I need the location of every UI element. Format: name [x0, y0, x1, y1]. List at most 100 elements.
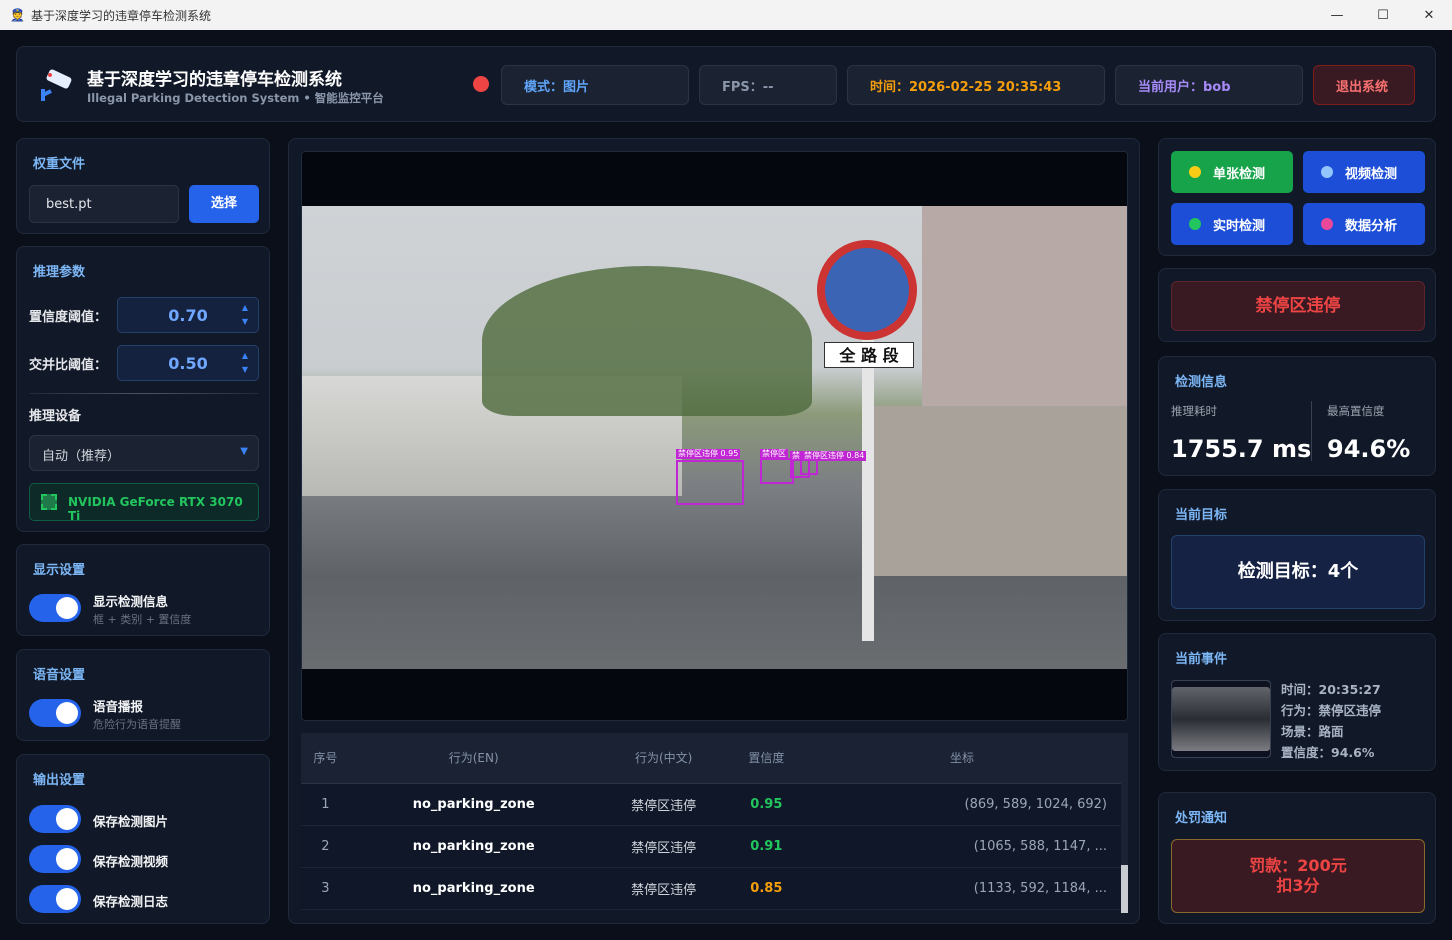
save-image-toggle[interactable]: [29, 805, 81, 833]
detection-info-panel: 检测信息 推理耗时 1755.7 ms 最高置信度 94.6%: [1158, 356, 1436, 476]
select-weights-button[interactable]: 选择: [189, 185, 259, 223]
detection-label: 禁: [790, 451, 802, 461]
detection-label: 禁停区违停 0.95: [676, 449, 741, 459]
gpu-name: NVIDIA GeForce RTX 3070 Ti: [68, 495, 243, 523]
button-label: 视频检测: [1345, 166, 1398, 182]
save-log-label: 保存检测日志: [93, 894, 169, 909]
penalty-notice: 罚款：200元 扣3分: [1171, 839, 1425, 913]
image-viewer: 全 路 段 禁停区违停 0.95 禁停区 禁 禁停区违停 0.84: [301, 151, 1128, 721]
show-detection-toggle[interactable]: [29, 594, 81, 622]
header-panel: 基于深度学习的违章停车检测系统 Illegal Parking Detectio…: [16, 46, 1436, 122]
detection-image: 全 路 段 禁停区违停 0.95 禁停区 禁 禁停区违停 0.84: [302, 206, 1127, 669]
conf-threshold-label: 置信度阈值：: [29, 310, 108, 325]
row-behavior-cn: 禁停区违停: [597, 783, 730, 826]
no-parking-sign: [817, 240, 917, 340]
voice-label: 语音播报: [93, 699, 144, 714]
button-label: 单张检测: [1213, 166, 1266, 182]
single-image-detect-button[interactable]: 单张检测: [1171, 151, 1293, 193]
save-image-label: 保存检测图片: [93, 814, 169, 829]
col-header-confidence[interactable]: 置信度: [729, 733, 803, 784]
maximize-button[interactable]: ☐: [1377, 7, 1389, 23]
col-header-coords[interactable]: 坐标: [802, 733, 1121, 784]
divider: [1311, 401, 1312, 461]
conf-threshold-value: 0.70: [168, 305, 208, 325]
row-confidence: 0.91: [729, 825, 803, 868]
wall-right: [862, 406, 1127, 576]
penalty-fine: 罚款：200元: [1249, 856, 1347, 875]
button-label: 实时检测: [1213, 218, 1266, 234]
col-header-index[interactable]: 序号: [301, 733, 350, 784]
inference-params-panel: 推理参数 置信度阈值： 0.70 ▲ ▼ 交并比阈值： 0.50 ▲ ▼ 推理设备 自动…: [16, 246, 270, 532]
violation-panel: 禁停区违停: [1158, 268, 1436, 342]
data-analysis-button[interactable]: 数据分析: [1303, 203, 1425, 245]
row-behavior-en: no_parking_zone: [349, 783, 598, 826]
row-behavior-en: no_parking_zone: [349, 825, 598, 868]
detection-label: 禁停区: [760, 449, 788, 459]
app-title: 基于深度学习的违章停车检测系统: [87, 70, 342, 90]
iou-threshold-spinbox[interactable]: 0.50 ▲ ▼: [117, 345, 259, 381]
current-target-panel: 当前目标 检测目标：4个: [1158, 489, 1436, 621]
row-index: 1: [301, 783, 350, 826]
table-scrollbar[interactable]: [1121, 733, 1128, 913]
app-subtitle: Illegal Parking Detection System • 智能监控平…: [87, 91, 384, 105]
status-dot-icon: [1189, 166, 1201, 178]
function-buttons-panel: 单张检测 视频检测实时检测 数据分析: [1158, 138, 1436, 256]
info-title: 检测信息: [1175, 375, 1228, 390]
event-title: 当前事件: [1175, 652, 1228, 667]
table-row[interactable]: 1 no_parking_zone 禁停区违停 0.95 (869, 589, 1024…: [301, 783, 1121, 826]
weights-title: 权重文件: [33, 157, 86, 172]
status-dot-icon: [1189, 218, 1201, 230]
event-scene: 场景：路面: [1281, 724, 1344, 739]
realtime-detect-button[interactable]: 实时检测: [1171, 203, 1293, 245]
event-thumbnail: [1171, 680, 1271, 758]
center-panel: 全 路 段 禁停区违停 0.95 禁停区 禁 禁停区违停 0.84 序号 行为(…: [288, 138, 1140, 924]
row-behavior-cn: 禁停区违停: [597, 867, 730, 910]
display-title: 显示设置: [33, 563, 86, 578]
gpu-badge: NVIDIA GeForce RTX 3070 Ti: [29, 483, 259, 523]
spin-arrows-icon[interactable]: ▲ ▼: [241, 303, 248, 326]
logout-button[interactable]: 退出系统: [1313, 65, 1415, 105]
max-confidence-value: 94.6%: [1327, 435, 1411, 463]
close-button[interactable]: ✕: [1423, 7, 1435, 23]
table-row[interactable]: 3 no_parking_zone 禁停区违停 0.85 (1133, 592, 118…: [301, 867, 1121, 910]
time-display: 时间：2026-02-25 20:35:43: [847, 65, 1105, 105]
device-selected: 自动（推荐）: [42, 449, 121, 464]
weights-file-field[interactable]: best.pt: [29, 185, 179, 223]
show-detection-sub: 框 + 类别 + 置信度: [93, 613, 192, 626]
output-title: 输出设置: [33, 773, 86, 788]
current-event-panel: 当前事件 时间：20:35:27 行为：禁停区违停 场景：路面 置信度：94.6…: [1158, 633, 1436, 771]
video-detect-button[interactable]: 视频检测: [1303, 151, 1425, 193]
target-title: 当前目标: [1175, 508, 1228, 523]
voice-settings-panel: 语音设置 语音播报 危险行为语音提醒: [16, 649, 270, 741]
max-confidence-label: 最高置信度: [1327, 404, 1385, 418]
voice-toggle[interactable]: [29, 699, 81, 727]
fps-display: FPS：--: [699, 65, 837, 105]
trees: [482, 266, 812, 416]
status-indicator: [473, 76, 489, 92]
detection-label: 禁停区违停 0.84: [802, 451, 867, 461]
conf-threshold-spinbox[interactable]: 0.70 ▲ ▼: [117, 297, 259, 333]
row-coords: (1133, 592, 1184, ...: [802, 867, 1121, 910]
title-bar: 👮 基于深度学习的违章停车检测系统 — ☐ ✕: [0, 0, 1452, 30]
row-index: 3: [301, 867, 350, 910]
iou-threshold-value: 0.50: [168, 353, 208, 373]
detection-box: [676, 460, 744, 505]
inference-time-value: 1755.7 ms: [1171, 435, 1312, 463]
row-coords: (1065, 588, 1147, ...: [802, 825, 1121, 868]
display-settings-panel: 显示设置 显示检测信息 框 + 类别 + 置信度: [16, 544, 270, 636]
save-log-toggle[interactable]: [29, 885, 81, 913]
status-dot-icon: [1321, 166, 1333, 178]
device-select[interactable]: 自动（推荐） ▼: [29, 435, 259, 471]
sign-text: 全 路 段: [824, 342, 914, 368]
spin-arrows-icon[interactable]: ▲ ▼: [241, 351, 248, 374]
save-video-toggle[interactable]: [29, 845, 81, 873]
save-video-label: 保存检测视频: [93, 854, 169, 869]
table-row[interactable]: 2 no_parking_zone 禁停区违停 0.91 (1065, 588, 114…: [301, 825, 1121, 868]
results-table: 序号 行为(EN) 行为(中文) 置信度 坐标 1 no_parking_zone…: [301, 733, 1121, 913]
minimize-button[interactable]: —: [1330, 7, 1344, 23]
col-header-behavior-en[interactable]: 行为(EN): [349, 733, 598, 784]
col-header-behavior-cn[interactable]: 行为(中文): [597, 733, 730, 784]
event-time: 时间：20:35:27: [1281, 682, 1381, 697]
row-behavior-cn: 禁停区违停: [597, 825, 730, 868]
output-settings-panel: 输出设置 保存检测图片 保存检测视频 保存检测日志: [16, 754, 270, 924]
